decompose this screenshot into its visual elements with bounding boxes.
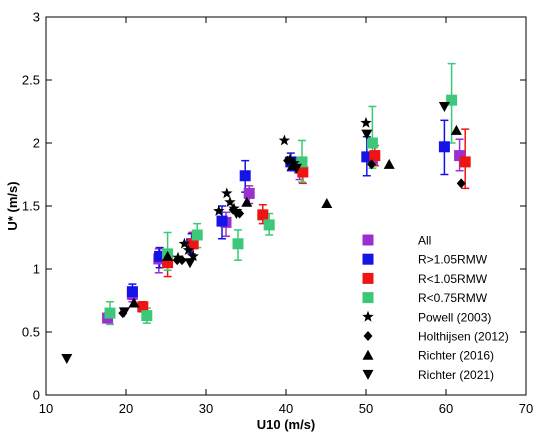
data-point-triangle-up: [321, 197, 333, 208]
data-point-square: [263, 219, 275, 231]
data-point-triangle-down: [438, 101, 450, 112]
x-axis-ticks: 10 20 30 40 50 60 70: [39, 17, 533, 416]
data-markers: [61, 94, 471, 364]
y-tick-label: 1.5: [22, 199, 40, 214]
x-tick-label: 50: [359, 401, 373, 416]
x-axis-label: U10 (m/s): [257, 417, 316, 432]
legend-marker: [362, 234, 374, 246]
data-point-square: [232, 238, 244, 250]
data-point-diamond: [367, 159, 377, 170]
x-tick-label: 60: [439, 401, 453, 416]
data-point-square: [243, 187, 255, 199]
data-point-square: [187, 238, 199, 250]
legend: All R>1.05RMW R<1.05RMW R<0.75RMW Powell (20…: [362, 234, 509, 382]
y-tick-label: 3: [33, 10, 40, 25]
y-tick-label: 0.5: [22, 325, 40, 340]
data-point-triangle-up: [162, 250, 174, 261]
legend-marker: [362, 253, 374, 265]
data-point-star: [360, 116, 372, 128]
data-point-triangle-down: [184, 258, 196, 269]
data-point-diamond: [283, 155, 293, 166]
data-point-square: [141, 310, 153, 322]
legend-label: R<1.05RMW: [418, 272, 488, 286]
legend-marker: [362, 292, 374, 304]
x-tick-label: 30: [199, 401, 213, 416]
error-bars: [103, 62, 470, 326]
legend-marker: [362, 369, 374, 380]
data-point-triangle-down: [361, 129, 373, 140]
y-tick-label: 2: [33, 136, 40, 151]
data-point-triangle-up: [450, 124, 462, 135]
data-point-square: [296, 156, 308, 168]
data-point-triangle-down: [118, 307, 130, 318]
data-point-square: [154, 250, 166, 262]
data-point-square: [216, 215, 228, 227]
data-point-star: [221, 187, 233, 199]
data-point-square: [446, 94, 458, 106]
y-axis-ticks: 0 0.5 1 1.5 2 2.5 3: [22, 10, 526, 403]
data-point-square: [162, 257, 174, 269]
y-axis-label: U* (m/s): [5, 181, 20, 230]
legend-label: Powell (2003): [418, 310, 491, 324]
data-point-square: [459, 156, 471, 168]
legend-marker: [362, 310, 374, 322]
data-point-star: [278, 134, 291, 146]
legend-label: Richter (2016): [418, 349, 494, 363]
data-point-square: [366, 137, 378, 149]
legend-label: R>1.05RMW: [418, 253, 488, 267]
data-point-star: [288, 157, 300, 169]
data-point-square: [361, 151, 373, 163]
data-point-diamond: [177, 255, 187, 266]
data-point-square: [438, 141, 450, 153]
legend-label: R<0.75RMW: [418, 291, 488, 305]
legend-marker: [362, 349, 374, 360]
legend-label: Richter (2021): [418, 368, 494, 382]
data-point-square: [369, 150, 381, 162]
data-point-triangle-down: [290, 163, 302, 174]
data-point-star: [178, 237, 191, 249]
data-point-triangle-up: [241, 196, 253, 207]
data-point-diamond: [456, 178, 466, 189]
data-point-star: [187, 250, 199, 262]
data-point-star: [182, 244, 195, 255]
data-point-square: [454, 150, 466, 162]
data-point-square: [239, 170, 251, 182]
y-tick-label: 0: [33, 388, 40, 403]
legend-label: Holthijsen (2012): [418, 330, 509, 344]
data-point-triangle-up: [128, 297, 140, 308]
y-tick-label: 1: [33, 262, 40, 277]
data-point-star: [213, 205, 225, 216]
data-point-triangle-down: [61, 353, 73, 364]
data-point-square: [297, 166, 309, 178]
data-point-triangle-down: [230, 209, 242, 220]
x-tick-label: 70: [519, 401, 533, 416]
legend-marker: [362, 272, 374, 284]
data-point-triangle-up: [383, 158, 395, 169]
data-point-square: [137, 301, 149, 313]
data-point-square: [104, 307, 116, 319]
data-point-square: [191, 229, 203, 241]
y-tick-label: 2.5: [22, 73, 40, 88]
x-tick-label: 40: [279, 401, 293, 416]
data-point-square: [126, 286, 138, 298]
x-tick-label: 20: [119, 401, 133, 416]
x-tick-label: 10: [39, 401, 53, 416]
legend-label: All: [418, 234, 431, 248]
legend-marker: [363, 331, 373, 341]
data-point-diamond: [172, 255, 182, 266]
data-point-star: [224, 196, 236, 208]
data-point-square: [257, 209, 269, 221]
